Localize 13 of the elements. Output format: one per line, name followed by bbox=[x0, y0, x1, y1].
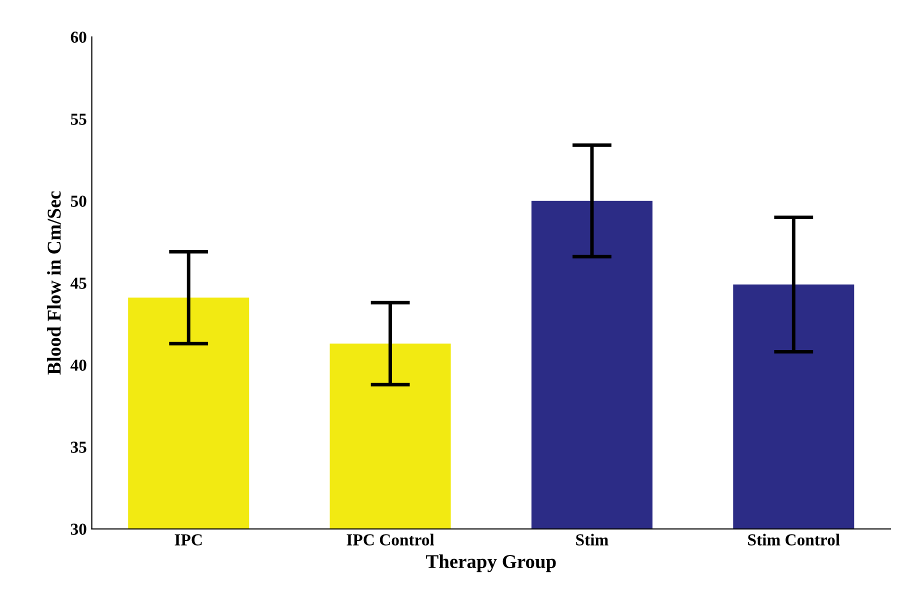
y-tick-label: 60 bbox=[70, 32, 86, 43]
x-tick-label: IPC Control bbox=[346, 534, 434, 546]
y-tick-label: 55 bbox=[70, 114, 86, 125]
y-tick-label: 50 bbox=[70, 196, 86, 207]
x-axis-title: Therapy Group bbox=[426, 554, 556, 572]
x-tick-label: Stim Control bbox=[748, 534, 840, 546]
y-axis-title: Blood Flow in Cm/Sec bbox=[47, 191, 61, 375]
y-tick-label: 35 bbox=[70, 442, 86, 453]
y-tick-label: 45 bbox=[70, 278, 86, 289]
y-tick-label: 30 bbox=[70, 524, 86, 535]
y-tick-label: 40 bbox=[70, 360, 86, 371]
x-tick-label: Stim bbox=[576, 534, 608, 546]
x-tick-label: IPC bbox=[174, 534, 202, 546]
